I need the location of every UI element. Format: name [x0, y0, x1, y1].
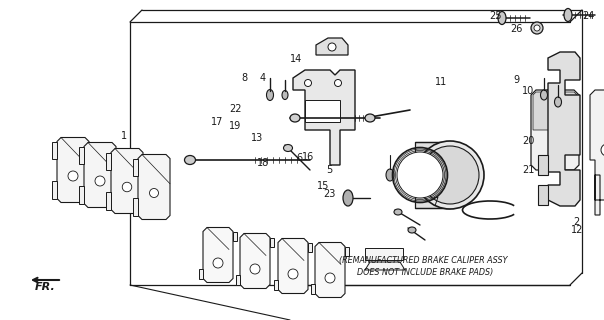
Text: 24: 24 [583, 11, 595, 21]
Bar [415, 142, 450, 208]
Ellipse shape [386, 169, 394, 181]
Polygon shape [308, 243, 312, 252]
Ellipse shape [498, 12, 506, 25]
Ellipse shape [394, 209, 402, 215]
Polygon shape [345, 246, 349, 256]
Ellipse shape [416, 141, 484, 209]
Ellipse shape [290, 114, 300, 122]
Polygon shape [538, 185, 548, 205]
Text: 12: 12 [571, 225, 583, 236]
Polygon shape [240, 234, 270, 289]
Text: 4: 4 [260, 73, 266, 84]
Text: 7: 7 [432, 196, 438, 207]
Polygon shape [548, 52, 580, 206]
Text: 16: 16 [302, 152, 314, 162]
Ellipse shape [325, 273, 335, 283]
Ellipse shape [564, 9, 572, 21]
Text: 14: 14 [290, 54, 302, 64]
Polygon shape [203, 228, 233, 283]
Text: 2: 2 [574, 217, 580, 228]
Text: 21: 21 [522, 164, 535, 175]
Ellipse shape [335, 79, 341, 86]
Ellipse shape [534, 25, 540, 31]
Text: 9: 9 [513, 75, 519, 85]
Text: 10: 10 [522, 86, 535, 96]
Ellipse shape [266, 90, 274, 100]
Polygon shape [52, 141, 57, 159]
Text: 25: 25 [489, 11, 501, 21]
Text: 13: 13 [251, 132, 263, 143]
Text: 17: 17 [211, 116, 223, 127]
Polygon shape [293, 70, 355, 165]
Polygon shape [133, 158, 138, 176]
Text: (REMANUFACTURED BRAKE CALIPER ASSY
  DOES NOT INCLUDE BRAKE PADS): (REMANUFACTURED BRAKE CALIPER ASSY DOES … [339, 256, 507, 277]
Ellipse shape [601, 144, 604, 156]
Ellipse shape [68, 171, 78, 181]
Bar [305, 100, 340, 122]
Ellipse shape [365, 114, 375, 122]
Ellipse shape [213, 258, 223, 268]
Polygon shape [533, 92, 577, 130]
Ellipse shape [122, 182, 132, 192]
Text: 22: 22 [230, 104, 242, 114]
Ellipse shape [550, 134, 561, 146]
Polygon shape [199, 269, 203, 278]
Ellipse shape [150, 188, 158, 197]
Polygon shape [531, 90, 579, 170]
Ellipse shape [408, 227, 416, 233]
Ellipse shape [282, 91, 288, 100]
Polygon shape [79, 147, 84, 164]
Text: 18: 18 [257, 158, 269, 168]
Polygon shape [365, 262, 405, 270]
Ellipse shape [250, 264, 260, 274]
Polygon shape [111, 148, 143, 213]
Polygon shape [79, 186, 84, 204]
Polygon shape [84, 142, 116, 207]
Text: 5: 5 [326, 164, 332, 175]
Text: 1: 1 [121, 131, 127, 141]
Ellipse shape [283, 145, 292, 151]
Polygon shape [106, 153, 111, 170]
Polygon shape [57, 138, 89, 203]
Text: FR.: FR. [35, 282, 56, 292]
Ellipse shape [554, 97, 562, 107]
Ellipse shape [288, 269, 298, 279]
Ellipse shape [328, 43, 336, 51]
Polygon shape [52, 181, 57, 198]
Ellipse shape [531, 22, 543, 34]
Ellipse shape [541, 90, 547, 100]
Ellipse shape [184, 156, 196, 164]
Polygon shape [278, 238, 308, 293]
Text: 3: 3 [417, 176, 423, 186]
Text: 23: 23 [323, 188, 335, 199]
Ellipse shape [304, 79, 312, 86]
Polygon shape [590, 90, 604, 215]
Ellipse shape [343, 190, 353, 206]
Text: 20: 20 [522, 136, 535, 146]
Bar [365, 248, 403, 260]
Text: 8: 8 [242, 73, 248, 84]
Ellipse shape [421, 146, 479, 204]
Text: 15: 15 [317, 180, 329, 191]
Text: 6: 6 [296, 153, 302, 164]
Text: 26: 26 [510, 24, 522, 34]
Polygon shape [133, 198, 138, 215]
Text: 19: 19 [230, 121, 242, 132]
Polygon shape [233, 231, 237, 241]
Ellipse shape [95, 176, 105, 186]
Polygon shape [538, 155, 548, 175]
Polygon shape [315, 243, 345, 298]
Polygon shape [316, 38, 348, 55]
Polygon shape [236, 275, 240, 284]
Polygon shape [138, 155, 170, 220]
Polygon shape [270, 237, 274, 247]
Polygon shape [311, 284, 315, 293]
Polygon shape [274, 280, 278, 290]
Polygon shape [106, 192, 111, 210]
Text: 11: 11 [435, 76, 447, 87]
Ellipse shape [397, 152, 443, 198]
